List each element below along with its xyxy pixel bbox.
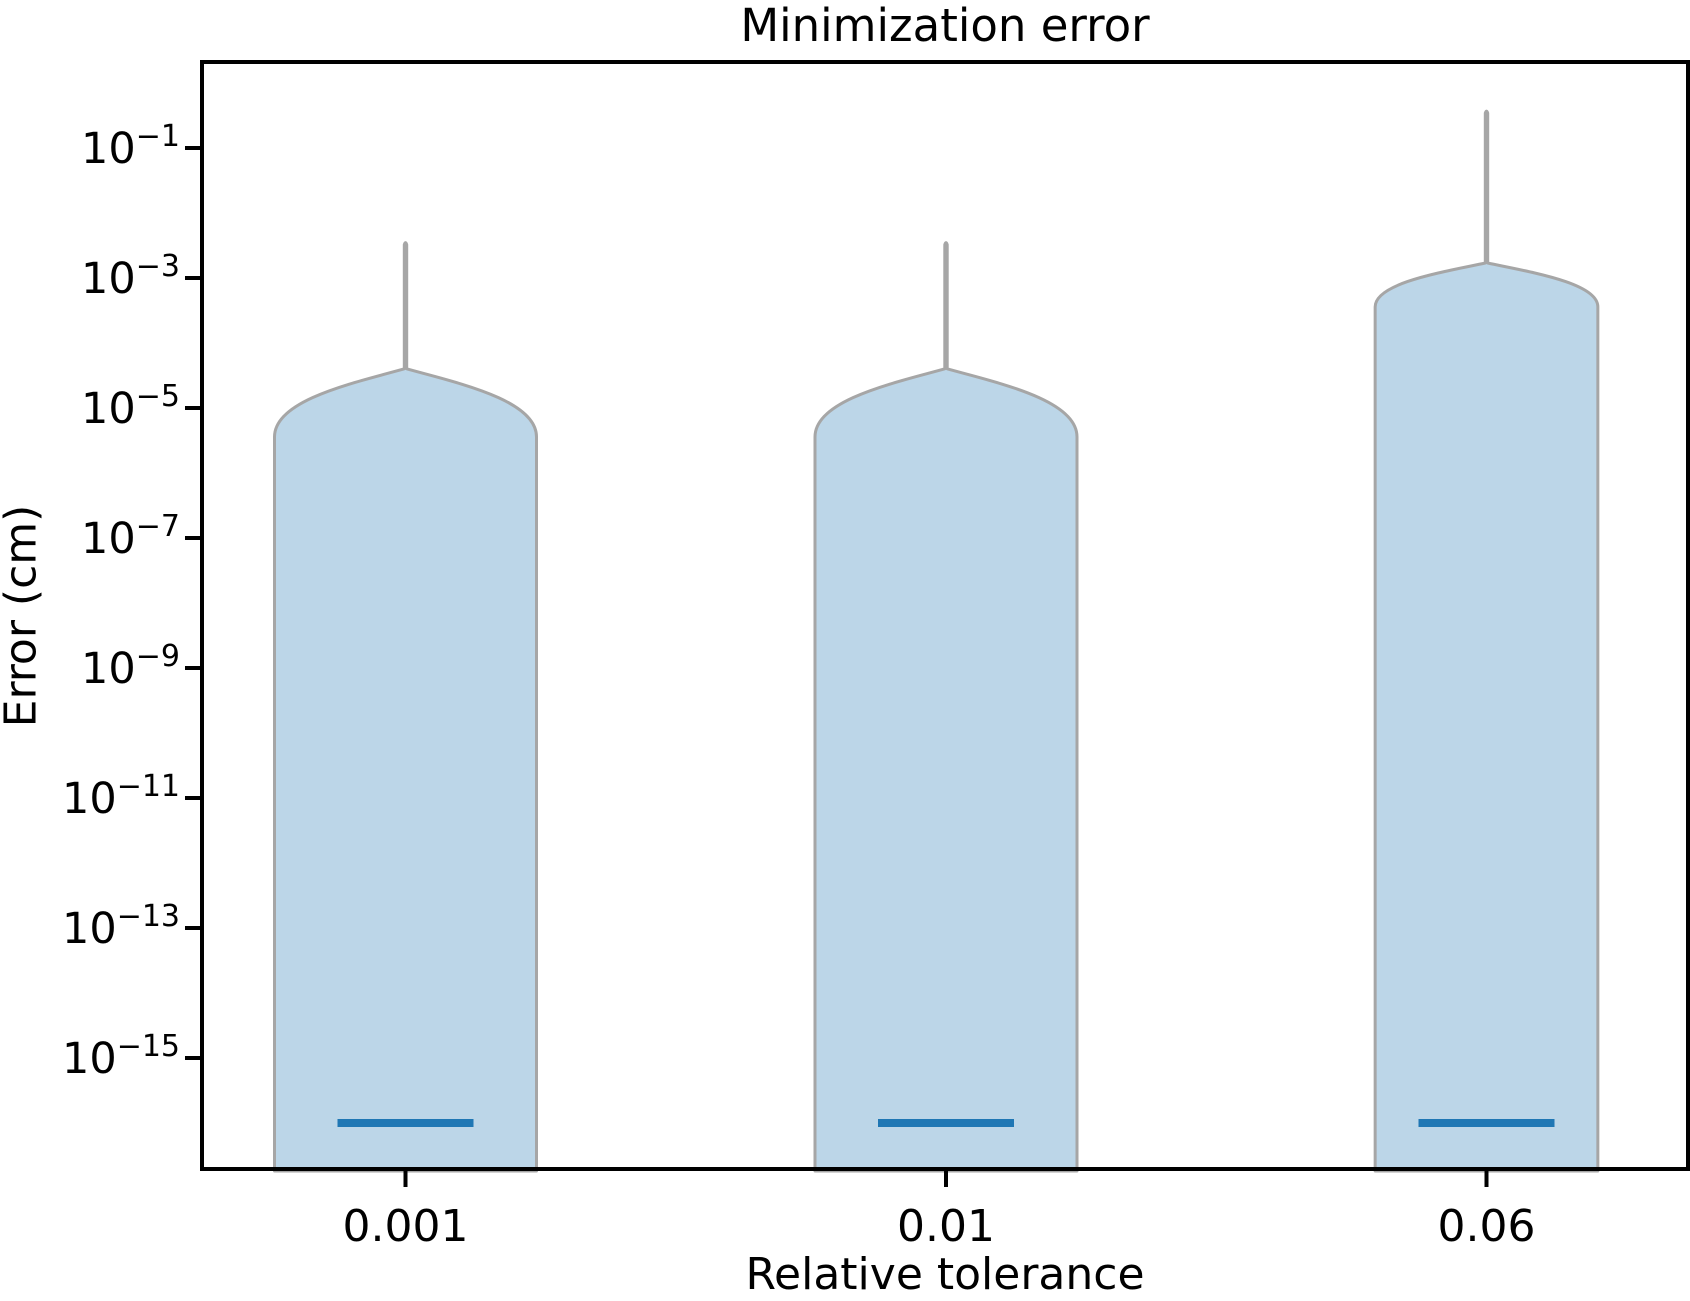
violin-body-0.06 (1373, 109, 1600, 1173)
x-tick-label-0.06: 0.06 (1438, 1201, 1536, 1252)
y-tick-label--15: 10−15 (62, 1029, 180, 1084)
x-tick-label-0.01: 0.01 (897, 1201, 995, 1252)
x-tick-label-0.001: 0.001 (343, 1201, 469, 1252)
y-tick-label--5: 10−5 (81, 379, 180, 434)
x-axis-label: Relative tolerance (745, 1249, 1145, 1300)
violin-body-0.01 (813, 241, 1079, 1173)
chart-title: Minimization error (740, 0, 1150, 52)
y-tick-label--7: 10−7 (81, 509, 180, 564)
y-tick-label--11: 10−11 (62, 769, 180, 824)
y-tick-label--1: 10−1 (81, 119, 180, 174)
y-tick-label--13: 10−13 (62, 899, 180, 954)
y-tick-label--9: 10−9 (81, 639, 180, 694)
y-tick-label--3: 10−3 (81, 249, 180, 304)
violin-body-0.001 (273, 241, 538, 1173)
